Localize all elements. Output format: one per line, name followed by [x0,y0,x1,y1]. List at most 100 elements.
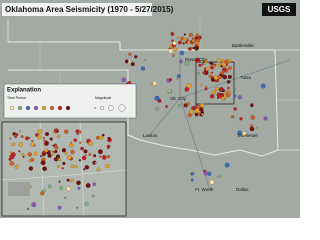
quake-dot [197,72,201,75]
quake-dot [30,142,35,147]
quake-dot [44,132,49,137]
quake-dot [96,167,101,172]
quake-dot [191,37,194,40]
quake-dot [178,40,182,45]
quake-dot [191,39,195,43]
quake-dot [223,65,226,68]
quake-dot [183,33,186,36]
quake-dot [102,155,107,160]
legend-size [100,106,104,110]
quake-dot [180,36,184,40]
quake-dot [40,160,46,166]
map: Oklahoma Area Seismicity (1970 - 5/27/20… [0,0,300,218]
place-label: Tulsa [240,75,251,80]
quake-dot [239,117,243,121]
quake-dot [9,161,15,166]
quake-dot [48,149,51,152]
legend-size [93,106,97,110]
quake-dot [221,59,224,63]
legend-swatch [49,105,55,111]
quake-dot [197,35,202,40]
quake-dot [31,139,34,143]
quake-dot [231,115,235,119]
quake-dot [179,50,185,56]
legend-swatch [65,105,71,111]
quake-dot [40,155,43,158]
quake-dot [80,146,84,151]
quake-dot [57,164,61,168]
legend-swatches [9,104,126,112]
quake-dot [30,157,35,162]
quake-dot [42,137,45,139]
quake-dot [21,153,25,157]
quake-dot [106,145,110,149]
quake-dot [19,130,22,133]
quake-dot [224,162,230,168]
quake-dot [226,80,231,84]
quake-dot [168,48,173,54]
quake-dot [227,66,232,71]
quake-dot [14,135,18,139]
quake-dot [209,72,212,76]
place-label: Dallas [236,187,249,192]
quake-dot [233,107,237,111]
quake-dot [8,157,12,161]
place-label: Ok. City [170,96,187,101]
quake-dot [182,42,185,45]
quake-dot [11,142,16,146]
quake-dot [25,136,29,141]
map-title: Oklahoma Area Seismicity (1970 - 5/27/20… [5,5,174,14]
legend-swatch [9,105,15,111]
quake-dot [30,185,33,188]
legend-time-period: Time Period [7,96,26,100]
quake-dot [99,155,102,158]
highway [149,50,291,191]
quake-dot [9,137,12,140]
quake-dot [186,38,190,41]
quake-dot [154,95,160,101]
quake-dot [222,74,228,80]
quake-dot [190,172,194,176]
quake-dot [33,151,38,156]
quake-dot [194,57,200,63]
quake-dot [14,164,19,169]
place-label: Ponca City [185,57,208,62]
quake-dot [204,59,208,63]
quake-dot [47,184,52,189]
quake-dot [93,154,97,158]
quake-dot [189,109,195,115]
quake-dot [177,103,182,108]
quake-dot [184,60,190,66]
quake-dot [78,130,82,134]
quake-dot [195,36,199,40]
quake-dot [84,154,87,157]
quake-dot [213,75,219,81]
quake-dot [76,133,79,136]
quake-dot [250,103,254,108]
quake-dot [233,88,236,91]
quake-dot [66,186,71,192]
quake-dot [184,87,189,92]
quake-dot [69,143,74,148]
quake-dot [76,180,81,186]
quake-dot [31,202,37,208]
quake-dot [94,161,97,164]
quake-dot [201,63,204,66]
quake-dot [44,141,49,146]
quake-dot [220,65,223,68]
quake-dot [211,90,217,95]
quake-dot [28,166,34,171]
quake-dot [70,178,75,183]
quake-dot [237,130,243,136]
title-box [2,3,152,16]
quake-dot [70,149,75,155]
quake-dot [263,116,268,121]
quake-dot [200,83,203,86]
quake-dot [85,183,91,188]
quake-dot [77,186,81,190]
quake-dot [209,179,215,185]
quake-dot [200,103,205,108]
quake-dot [208,74,213,79]
quake-dot [50,153,54,156]
quake-dot [200,60,203,63]
